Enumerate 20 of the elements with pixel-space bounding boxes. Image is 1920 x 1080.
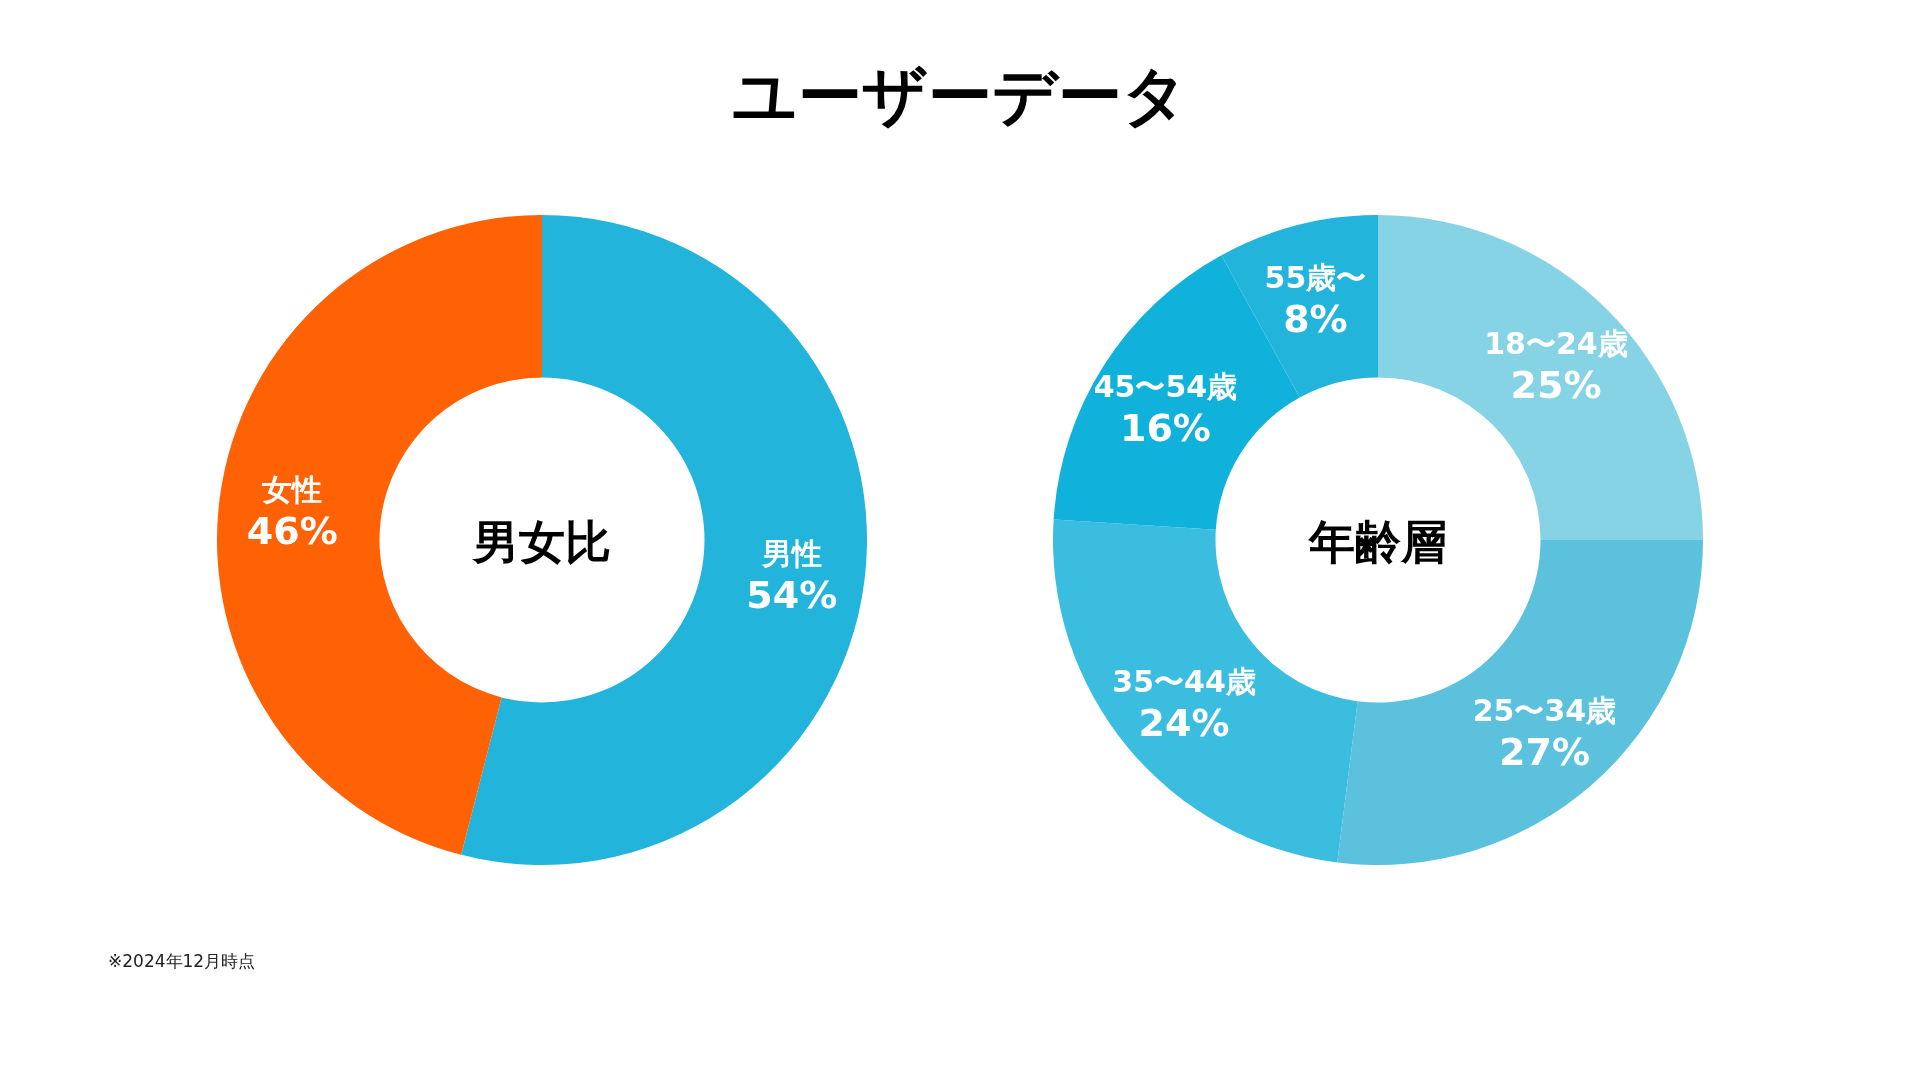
slice-label: 男性: [760, 535, 822, 571]
slice-label: 35〜44歳: [1112, 664, 1256, 700]
data-label: 24%: [1138, 701, 1230, 746]
donut-slice: [1053, 519, 1358, 863]
data-label: 8%: [1283, 297, 1348, 342]
slice-label: 18〜24歳: [1484, 325, 1628, 361]
data-label: 54%: [746, 572, 838, 617]
text: ユーザーデータ: [732, 59, 1188, 133]
data-label: 16%: [1119, 406, 1211, 451]
data-label: 27%: [1499, 729, 1590, 774]
slice-label: 55歳〜: [1264, 260, 1367, 296]
slice-label: 25〜34歳: [1472, 692, 1617, 728]
donut-slice: [461, 215, 867, 865]
slice-label: 女性: [261, 472, 323, 508]
slice-label: 45〜54歳: [1093, 369, 1238, 405]
text: 年齢層: [1307, 515, 1447, 569]
text: 男女比: [471, 515, 611, 569]
data-label: 25%: [1510, 362, 1602, 407]
data-label: 46%: [246, 509, 338, 554]
text: ※2024年12月時点: [108, 951, 256, 971]
